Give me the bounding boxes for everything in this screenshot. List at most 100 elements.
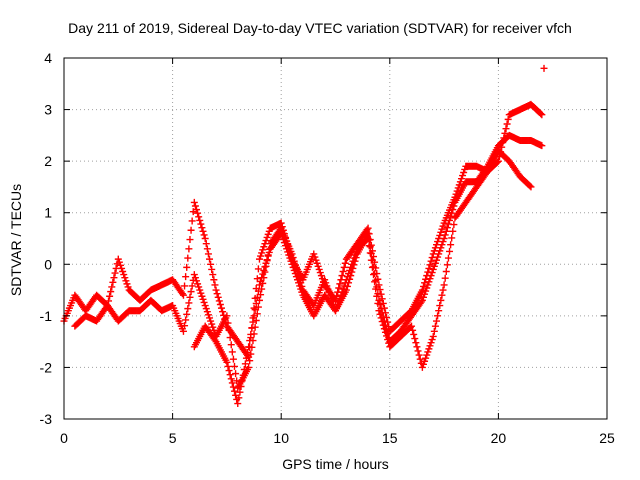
x-tick-label: 0: [60, 430, 68, 446]
data-point: [283, 245, 291, 253]
data-point: [436, 302, 444, 310]
data-point: [448, 234, 456, 242]
data-point: [347, 263, 355, 271]
data-point: [428, 336, 436, 344]
data-point: [196, 216, 204, 224]
data-point: [348, 260, 356, 268]
data-point: [434, 312, 442, 320]
data-point: [118, 264, 126, 272]
data-point: [111, 269, 119, 277]
data-point: [247, 350, 255, 358]
data-point: [200, 298, 208, 306]
data-point: [219, 308, 227, 316]
data-point: [203, 308, 211, 316]
data-point: [263, 233, 271, 241]
y-axis-label: SDTVAR / TECUs: [8, 183, 24, 297]
data-point: [228, 379, 236, 387]
data-point: [310, 250, 318, 258]
data-point: [324, 285, 332, 293]
data-point: [423, 351, 431, 359]
data-point: [206, 314, 214, 322]
data-point: [224, 362, 232, 370]
data-point: [437, 244, 445, 252]
data-point: [109, 278, 117, 286]
data-point: [504, 115, 512, 123]
data-point: [410, 330, 418, 338]
grid-lines: [64, 58, 607, 419]
data-point: [437, 228, 445, 236]
data-point: [325, 288, 333, 296]
data-point: [450, 221, 458, 229]
data-point: [120, 271, 128, 279]
data-point: [381, 328, 389, 336]
data-point: [188, 282, 196, 290]
data-point: [234, 400, 242, 408]
data-point: [297, 285, 305, 293]
data-point: [364, 235, 372, 242]
data-point: [240, 365, 248, 373]
data-point: [201, 235, 209, 242]
data-point: [214, 293, 222, 301]
y-tick-label: -3: [40, 411, 53, 427]
data-point: [374, 299, 382, 307]
data-point: [260, 266, 268, 274]
data-point: [379, 321, 387, 329]
data-point: [340, 263, 348, 271]
data-point: [206, 255, 214, 263]
data-point: [493, 158, 501, 166]
data-point: [482, 169, 490, 177]
data-point: [203, 245, 211, 253]
data-point: [215, 297, 223, 305]
data-point: [314, 262, 322, 270]
data-point: [419, 360, 427, 368]
data-point: [265, 227, 273, 235]
y-tick-label: -1: [40, 308, 53, 324]
data-point: [440, 235, 448, 242]
data-point: [217, 304, 225, 312]
data-point: [540, 64, 548, 72]
data-point: [351, 251, 359, 259]
data-point: [312, 256, 320, 264]
data-point: [121, 274, 129, 282]
x-tick-label: 25: [599, 430, 615, 446]
data-point: [422, 354, 430, 362]
data-point: [190, 198, 198, 206]
data-point: [375, 307, 383, 315]
data-point: [371, 278, 379, 286]
data-point: [277, 229, 285, 237]
data-point: [198, 292, 206, 300]
data-point: [225, 367, 233, 375]
data-point: [192, 206, 200, 214]
data-point: [284, 248, 292, 256]
data-point: [122, 277, 130, 285]
data-point: [450, 202, 458, 210]
data-point: [261, 263, 269, 271]
data-point: [195, 283, 203, 291]
data-point: [441, 231, 449, 239]
data-point: [181, 322, 189, 330]
data-point: [248, 324, 256, 332]
data-point: [298, 288, 306, 296]
data-point: [257, 252, 265, 260]
data-point: [341, 259, 349, 267]
data-point: [366, 249, 374, 257]
data-point: [229, 383, 237, 391]
data-point: [434, 253, 442, 261]
plot-frame: [63, 57, 608, 420]
x-tick-label: 15: [382, 430, 398, 446]
data-point: [426, 261, 434, 269]
data-point: [197, 289, 205, 297]
data-point: [338, 272, 346, 280]
data-point: [375, 296, 383, 304]
data-point: [184, 254, 192, 262]
data-point: [426, 275, 434, 283]
data-point: [183, 263, 191, 271]
data-point: [411, 335, 419, 343]
data-point: [182, 316, 190, 324]
data-point: [430, 327, 438, 335]
data-point: [207, 317, 215, 325]
data-point: [335, 297, 343, 305]
data-point: [202, 240, 210, 248]
data-point: [229, 355, 237, 363]
